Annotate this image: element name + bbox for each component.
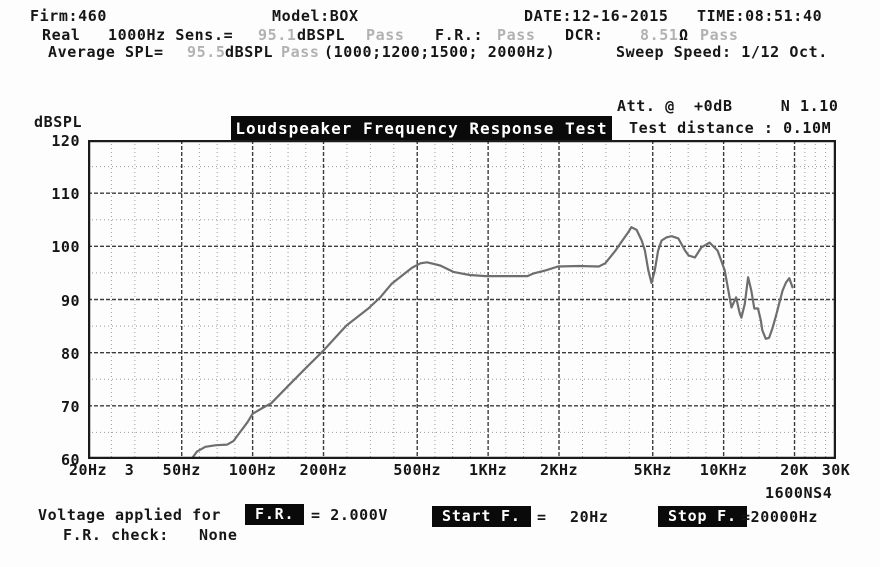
firm-field: Firm:460 bbox=[30, 7, 108, 25]
fr-check-value: None bbox=[199, 526, 238, 544]
x-tick-label-500: 500Hz bbox=[393, 461, 442, 479]
time-field: TIME:08:51:40 bbox=[697, 7, 823, 25]
stop-frequency-value: =20000Hz bbox=[741, 508, 819, 526]
x-tick-label-50: 50Hz bbox=[162, 461, 201, 479]
start-frequency-badge[interactable]: Start F. bbox=[432, 506, 531, 527]
y-tick-label-60: 60 bbox=[60, 451, 80, 469]
y-tick-label-70: 70 bbox=[60, 397, 80, 416]
x-tick-label-20000: 20K bbox=[780, 461, 809, 479]
y-tick-label-80: 80 bbox=[60, 344, 80, 363]
sensitivity-result: Pass bbox=[366, 26, 405, 44]
start-frequency-value: 20Hz bbox=[570, 508, 609, 526]
response-curve bbox=[190, 226, 794, 459]
average-spl-result: Pass bbox=[281, 43, 320, 61]
fr-badge[interactable]: F.R. bbox=[245, 504, 305, 525]
stop-frequency-badge[interactable]: Stop F. bbox=[658, 506, 747, 527]
average-spl-unit: dBSPL bbox=[225, 43, 274, 61]
dcr-label: DCR: bbox=[565, 26, 604, 44]
average-spl-label: Average SPL= bbox=[48, 43, 164, 61]
fr-result: Pass bbox=[497, 26, 536, 44]
plot-border bbox=[88, 140, 836, 459]
x-tick-label-2000: 2KHz bbox=[539, 461, 579, 479]
x-tick-label-100: 100Hz bbox=[228, 461, 277, 479]
dcr-value: 8.51 bbox=[640, 26, 679, 44]
y-tick-label-90: 90 bbox=[60, 291, 80, 310]
sensitivity-unit: dBSPL bbox=[297, 26, 346, 44]
real-label: Real bbox=[42, 26, 81, 44]
frequency-response-plot bbox=[88, 140, 836, 459]
model-field: Model:BOX bbox=[272, 7, 359, 25]
sensitivity-value: 95.1 bbox=[258, 26, 297, 44]
average-freq-list: (1000;1200;1500; 2000Hz) bbox=[324, 43, 556, 61]
x-tick-label-10000: 10KHz bbox=[699, 461, 748, 479]
y-axis-unit: dBSPL bbox=[34, 113, 83, 131]
start-equals: = bbox=[537, 508, 547, 526]
fr-check-label: F.R. check: bbox=[63, 526, 169, 544]
x-tick-label-30000: 30K bbox=[821, 461, 851, 479]
voltage-label: Voltage applied for bbox=[38, 506, 221, 524]
date-field: DATE:12-16-2015 bbox=[524, 7, 669, 25]
y-tick-label-110: 110 bbox=[51, 185, 80, 204]
fr-label: F.R.: bbox=[435, 26, 484, 44]
chart-title: Loudspeaker Frequency Response Test bbox=[231, 116, 612, 142]
y-tick-label-120: 120 bbox=[51, 132, 80, 150]
device-code: 1600NS4 bbox=[765, 484, 833, 502]
attenuation-line: Att. @ +0dB N 1.10 bbox=[617, 97, 839, 115]
x-tick-label-5000: 5KHz bbox=[633, 461, 672, 479]
sweep-speed: Sweep Speed: 1/12 Oct. bbox=[616, 43, 828, 61]
y-tick-label-100: 100 bbox=[51, 238, 80, 257]
average-spl-value: 95.5 bbox=[187, 43, 226, 61]
voltage-value: = 2.000V bbox=[311, 506, 389, 524]
x-tick-label-30: 3 bbox=[124, 461, 135, 479]
x-tick-label-20: 20Hz bbox=[68, 461, 108, 479]
x-tick-label-1000: 1KHz bbox=[469, 461, 508, 479]
sensitivity-label: 1000Hz Sens.= bbox=[108, 26, 234, 44]
dcr-unit: Ω bbox=[679, 26, 689, 44]
test-distance: Test distance : 0.10M bbox=[629, 119, 832, 137]
dcr-result: Pass bbox=[700, 26, 739, 44]
x-tick-label-200: 200Hz bbox=[299, 461, 348, 479]
